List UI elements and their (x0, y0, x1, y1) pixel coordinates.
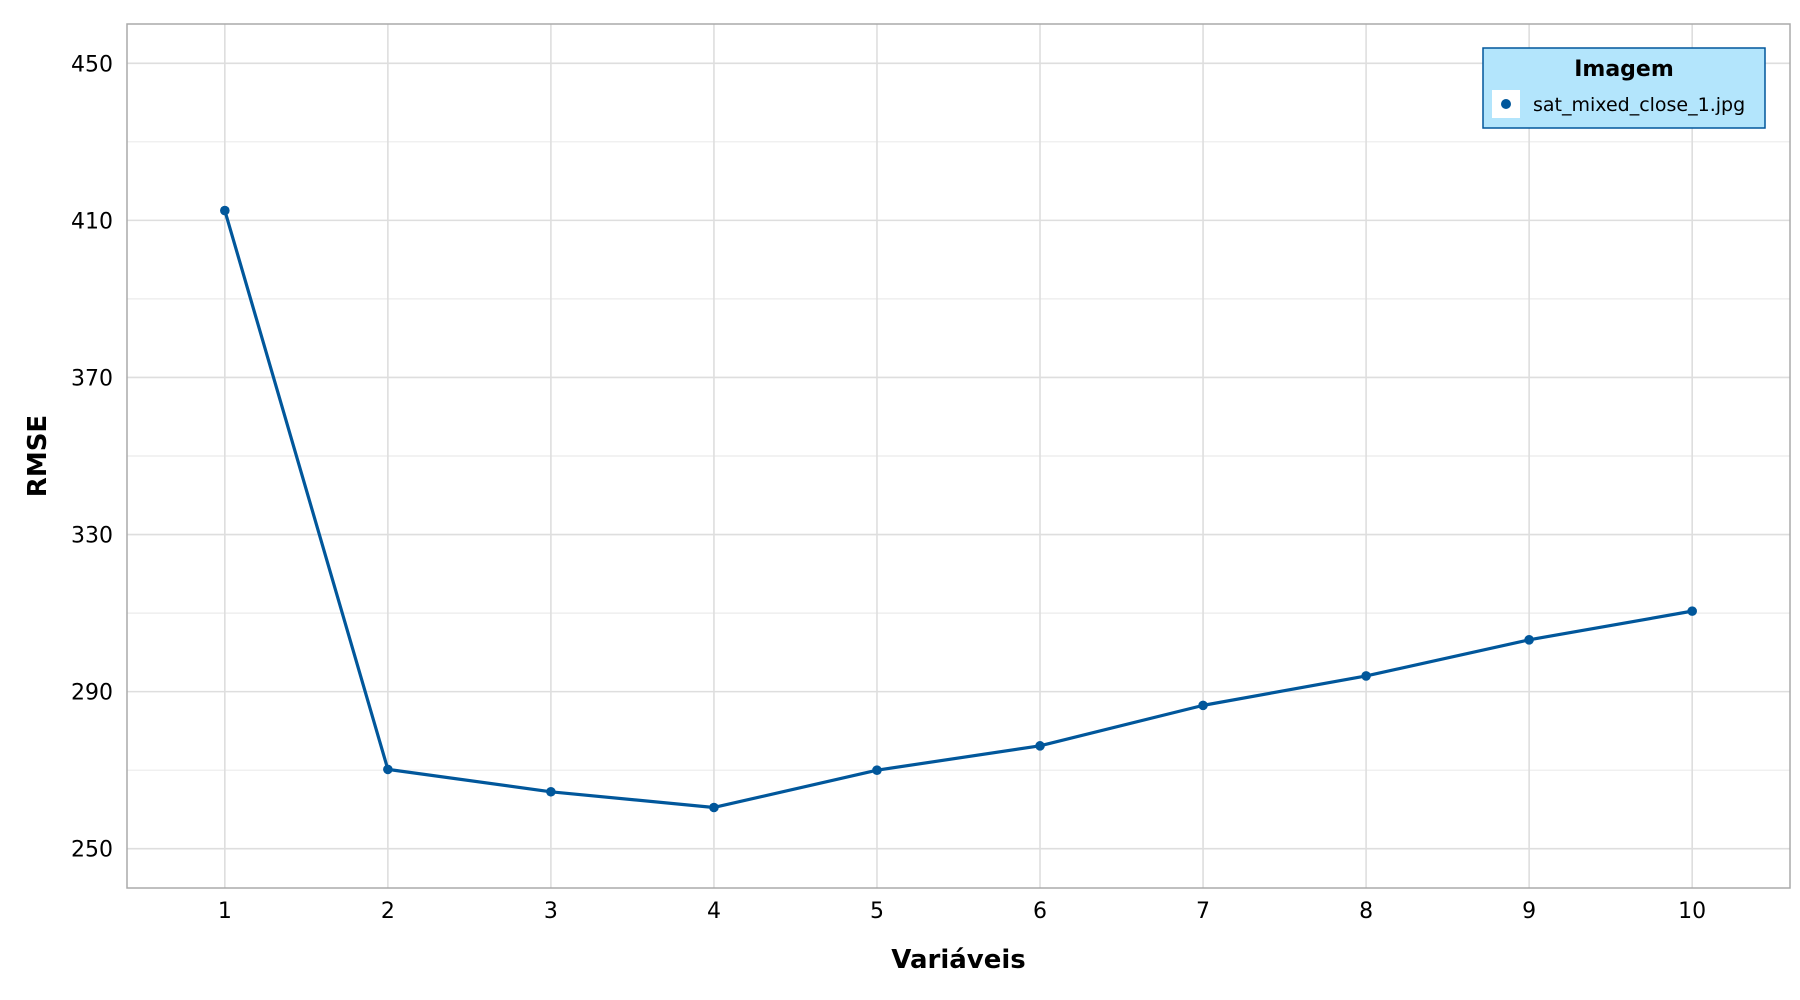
x-tick-label: 8 (1359, 899, 1373, 924)
legend-title: Imagem (1574, 57, 1674, 82)
y-tick-label: 290 (71, 681, 113, 706)
y-tick-label: 370 (71, 366, 113, 391)
data-point (546, 786, 556, 797)
legend: Imagem sat_mixed_close_1.jpg (1482, 47, 1766, 129)
data-point (220, 205, 230, 216)
data-point (872, 765, 882, 775)
x-axis-title: Variáveis (891, 945, 1026, 975)
y-tick-label: 450 (71, 52, 113, 77)
x-tick-label: 10 (1678, 899, 1706, 924)
tick-labels: 250 290 330 370 410 450 1 2 3 4 5 6 7 8 9 10 (71, 52, 1706, 924)
legend-key-marker (1501, 99, 1511, 109)
data-point (1361, 671, 1371, 681)
legend-series-label: sat_mixed_close_1.jpg (1533, 94, 1745, 116)
data-point (1198, 700, 1208, 711)
x-tick-label: 6 (1033, 899, 1047, 924)
series-layer (220, 205, 1697, 813)
plot-frame (126, 23, 1791, 889)
x-tick-label: 3 (544, 899, 558, 924)
y-tick-label: 330 (71, 524, 113, 549)
x-tick-label: 2 (381, 899, 395, 924)
grid-lines (127, 24, 1790, 888)
x-tick-label: 7 (1196, 899, 1210, 924)
data-point (709, 802, 719, 813)
x-tick-label: 9 (1522, 899, 1536, 924)
series-line (223, 210, 1693, 810)
data-point (1524, 634, 1534, 645)
legend-box (1482, 47, 1766, 129)
x-tick-label: 4 (707, 899, 721, 924)
data-point (383, 764, 393, 775)
data-point (1035, 741, 1045, 751)
y-axis-title: RMSE (23, 415, 53, 497)
x-tick-label: 1 (218, 899, 232, 924)
y-tick-label: 250 (71, 838, 113, 863)
x-tick-label: 5 (870, 899, 884, 924)
y-tick-label: 410 (71, 209, 113, 234)
data-point (1687, 606, 1697, 616)
